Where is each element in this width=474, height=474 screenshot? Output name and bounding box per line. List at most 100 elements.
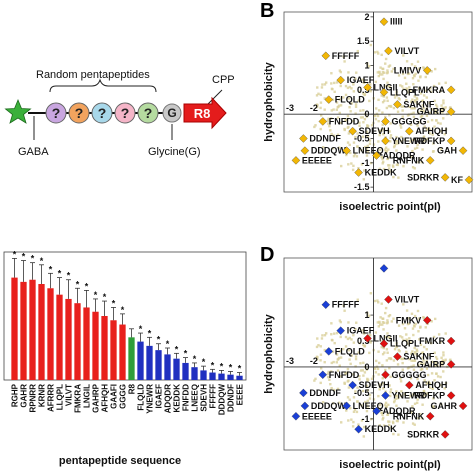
point-label: DDNDF	[309, 388, 341, 398]
significance-mark: *	[58, 269, 62, 279]
category-label: FMKRA	[74, 384, 83, 413]
point-label: VILVT	[394, 46, 419, 56]
data-point	[363, 334, 372, 343]
point-label: LNEEQ	[353, 146, 384, 156]
random-residue-ball	[91, 102, 113, 124]
bar	[164, 354, 171, 380]
category-label: RPNRR	[29, 384, 38, 413]
point-label: DDNDF	[309, 133, 341, 143]
category-label: FLQLD	[137, 384, 146, 411]
y-tick-label: 1	[365, 310, 370, 320]
point-label: SDEVH	[359, 380, 390, 390]
y-tick-label: 2	[365, 12, 370, 22]
point-label: GAHR	[431, 401, 458, 411]
category-label: GAAFI	[110, 384, 119, 409]
data-point	[446, 85, 456, 95]
point-label: SAKNF	[403, 352, 435, 362]
data-point	[299, 388, 308, 398]
point-label: LNGII	[374, 333, 398, 343]
category-label: YNEWR	[146, 384, 155, 414]
bar	[137, 341, 144, 380]
significance-mark: *	[85, 281, 89, 291]
data-point	[342, 146, 351, 155]
point-label: KEDDK	[365, 424, 398, 434]
point-label: FMKRA	[413, 85, 446, 95]
significance-mark: *	[220, 361, 224, 371]
x-tick-label: -3	[286, 103, 294, 113]
point-label: SDRKR	[407, 429, 440, 439]
data-point	[324, 95, 334, 104]
data-point	[422, 315, 432, 325]
y-tick-label: 0.5	[357, 85, 370, 95]
x-axis-title: isoelectric point(pI)	[339, 201, 441, 213]
point-label: YNEWR	[391, 391, 425, 401]
random-residue-ball	[114, 102, 136, 124]
data-point	[300, 401, 310, 411]
significance-mark: *	[148, 328, 152, 338]
data-point	[440, 173, 450, 182]
bar	[38, 284, 45, 380]
bar	[11, 277, 18, 380]
x-axis-title: isoelectric point(pI)	[339, 459, 441, 471]
bar	[47, 288, 54, 380]
bar	[200, 370, 207, 380]
category-label: ADQDR	[164, 384, 173, 414]
point-label: IIIII	[390, 17, 403, 27]
data-point	[458, 401, 468, 411]
y-tick-label: 1.5	[357, 36, 370, 46]
category-label: GAHR	[20, 384, 29, 408]
plot-frame	[283, 257, 473, 451]
point-label: FFFFF	[332, 300, 360, 310]
point-label: IGAEF	[347, 75, 375, 85]
data-point	[291, 411, 301, 421]
category-label: KRNR	[38, 384, 47, 407]
data-point	[324, 347, 334, 356]
point-label: KF	[451, 175, 463, 185]
data-point	[381, 370, 390, 380]
question-mark: ?	[121, 105, 130, 121]
point-label: FMKV	[396, 315, 422, 325]
gaba-star-icon	[4, 98, 32, 124]
point-label: GGGGG	[391, 370, 426, 380]
y-tick-label: 0.5	[357, 336, 370, 346]
data-point	[384, 295, 393, 304]
x-tick-label: -2	[310, 103, 318, 113]
data-point	[318, 370, 328, 380]
data-point	[381, 117, 390, 126]
r8-label: R8	[194, 106, 211, 121]
data-point	[348, 380, 357, 390]
point-label: SAKNF	[403, 99, 435, 109]
data-point	[384, 46, 393, 56]
data-point	[321, 51, 331, 61]
plot-frame	[283, 11, 473, 193]
point-label: EEEEE	[302, 411, 332, 421]
point-label: GAIRP	[417, 359, 446, 369]
point-label: KEDDK	[365, 168, 398, 178]
data-point	[300, 146, 310, 155]
bar	[29, 279, 36, 380]
category-label: VILVT	[65, 384, 74, 406]
bar	[218, 373, 225, 380]
data-point	[446, 136, 456, 146]
data-point	[422, 66, 432, 75]
point-label: ADQDR	[383, 151, 416, 161]
background-cloud	[313, 292, 452, 438]
data-point	[336, 75, 345, 85]
cpp-label: CPP	[212, 74, 235, 86]
point-label: AFHQH	[415, 126, 447, 136]
significance-mark: *	[202, 357, 206, 367]
point-label: DDDQW	[311, 401, 346, 411]
bar	[236, 375, 243, 380]
significance-mark: *	[175, 344, 179, 354]
point-label: EEEEE	[302, 155, 332, 165]
glycine-ball	[162, 103, 182, 123]
y-tick-label: -1	[362, 158, 370, 168]
point-label: GGGGG	[391, 116, 426, 126]
point-label: ADQDR	[383, 406, 416, 416]
bar	[83, 307, 90, 380]
question-mark: ?	[144, 105, 153, 121]
category-label: GGGG	[119, 384, 128, 409]
significance-mark: *	[211, 360, 215, 370]
data-point	[354, 168, 363, 177]
